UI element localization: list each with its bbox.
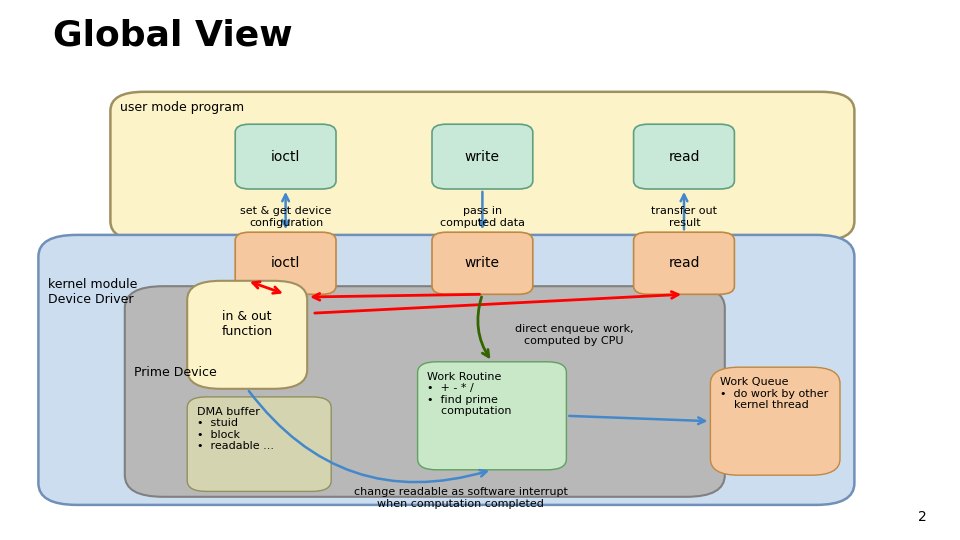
Text: kernel module
Device Driver: kernel module Device Driver: [48, 278, 137, 306]
Text: Prime Device: Prime Device: [134, 366, 217, 379]
FancyBboxPatch shape: [187, 281, 307, 389]
FancyBboxPatch shape: [634, 124, 734, 189]
Text: ioctl: ioctl: [271, 256, 300, 270]
Text: 2: 2: [918, 510, 926, 524]
Text: Work Routine
•  + - * /
•  find prime
    computation: Work Routine • + - * / • find prime comp…: [427, 372, 512, 416]
FancyBboxPatch shape: [710, 367, 840, 475]
FancyBboxPatch shape: [125, 286, 725, 497]
Text: Global View: Global View: [53, 18, 293, 52]
Text: user mode program: user mode program: [120, 102, 244, 114]
Text: DMA buffer
•  stuid
•  block
•  readable ...: DMA buffer • stuid • block • readable ..…: [197, 407, 274, 451]
Text: in & out
function: in & out function: [222, 310, 273, 338]
Text: write: write: [465, 256, 500, 270]
Text: Work Queue
•  do work by other
    kernel thread: Work Queue • do work by other kernel thr…: [720, 377, 828, 410]
Text: read: read: [668, 150, 700, 164]
FancyBboxPatch shape: [634, 232, 734, 294]
Text: set & get device
configuration: set & get device configuration: [240, 206, 332, 228]
FancyBboxPatch shape: [432, 232, 533, 294]
FancyBboxPatch shape: [418, 362, 566, 470]
FancyBboxPatch shape: [235, 232, 336, 294]
FancyBboxPatch shape: [432, 124, 533, 189]
Text: read: read: [668, 256, 700, 270]
Text: change readable as software interrupt
when computation completed: change readable as software interrupt wh…: [354, 487, 567, 509]
FancyBboxPatch shape: [187, 397, 331, 491]
FancyBboxPatch shape: [235, 124, 336, 189]
Text: ioctl: ioctl: [271, 150, 300, 164]
Text: transfer out
result: transfer out result: [652, 206, 717, 228]
Text: pass in
computed data: pass in computed data: [441, 206, 525, 228]
FancyBboxPatch shape: [38, 235, 854, 505]
FancyBboxPatch shape: [110, 92, 854, 240]
Text: write: write: [465, 150, 500, 164]
Text: direct enqueue work,
computed by CPU: direct enqueue work, computed by CPU: [515, 324, 634, 346]
